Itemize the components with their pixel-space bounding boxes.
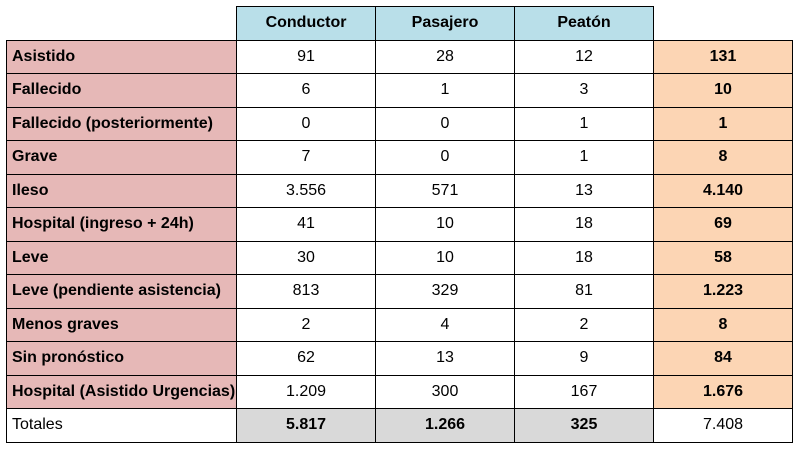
cell-conductor[interactable]: 1.209 (236, 374, 376, 409)
cell-conductor[interactable]: 813 (236, 274, 376, 309)
cell-peaton[interactable]: 13 (514, 173, 654, 208)
cell-pasajero[interactable]: 1 (375, 73, 515, 108)
table-row: Leve (pendiente asistencia) 813 329 81 1… (6, 274, 793, 309)
row-label[interactable]: Leve (pendiente asistencia) (6, 274, 237, 309)
cell-pasajero[interactable]: 28 (375, 39, 515, 74)
cell-row-total[interactable]: 8 (653, 307, 793, 342)
cell-row-total[interactable]: 10 (653, 73, 793, 108)
cell-conductor[interactable]: 2 (236, 307, 376, 342)
row-label[interactable]: Hospital (Asistido Urgencias) (6, 374, 237, 409)
cell-pasajero[interactable]: 10 (375, 240, 515, 275)
row-label[interactable]: Menos graves (6, 307, 237, 342)
cell-peaton[interactable]: 18 (514, 207, 654, 242)
cell-peaton[interactable]: 18 (514, 240, 654, 275)
row-label[interactable]: Sin pronóstico (6, 341, 237, 376)
table-row: Leve 30 10 18 58 (6, 240, 793, 275)
corner-cell (7, 7, 237, 41)
cell-peaton[interactable]: 1 (514, 106, 654, 141)
cell-peaton[interactable]: 9 (514, 341, 654, 376)
table-row: Ileso 3.556 571 13 4.140 (6, 173, 793, 208)
cell-row-total[interactable]: 69 (653, 207, 793, 242)
cell-pasajero[interactable]: 571 (375, 173, 515, 208)
table-row: Asistido 91 28 12 131 (6, 39, 793, 74)
table-row: Sin pronóstico 62 13 9 84 (6, 341, 793, 376)
cell-pasajero[interactable]: 13 (375, 341, 515, 376)
row-label[interactable]: Ileso (6, 173, 237, 208)
cell-row-total[interactable]: 8 (653, 140, 793, 175)
cell-pasajero[interactable]: 0 (375, 106, 515, 141)
cell-conductor[interactable]: 6 (236, 73, 376, 108)
row-label[interactable]: Fallecido (posteriormente) (6, 106, 237, 141)
cell-peaton[interactable]: 167 (514, 374, 654, 409)
cell-conductor[interactable]: 30 (236, 240, 376, 275)
totals-label[interactable]: Totales (6, 408, 237, 443)
cell-row-total[interactable]: 1.676 (653, 374, 793, 409)
total-pasajero[interactable]: 1.266 (375, 408, 515, 443)
row-label[interactable]: Hospital (ingreso + 24h) (6, 207, 237, 242)
header-cell-pasajero[interactable]: Pasajero (375, 6, 515, 41)
cell-row-total[interactable]: 84 (653, 341, 793, 376)
totals-row: Totales 5.817 1.266 325 7.408 (6, 408, 793, 443)
cell-pasajero[interactable]: 10 (375, 207, 515, 242)
cell-pasajero[interactable]: 329 (375, 274, 515, 309)
cell-peaton[interactable]: 1 (514, 140, 654, 175)
header-cell-total-empty (654, 7, 793, 41)
cell-pasajero[interactable]: 300 (375, 374, 515, 409)
cell-conductor[interactable]: 91 (236, 39, 376, 74)
cell-row-total[interactable]: 58 (653, 240, 793, 275)
table-row: Hospital (ingreso + 24h) 41 10 18 69 (6, 207, 793, 242)
table-row: Fallecido 6 1 3 10 (6, 73, 793, 108)
cell-row-total[interactable]: 131 (653, 39, 793, 74)
table-row: Menos graves 2 4 2 8 (6, 307, 793, 342)
total-peaton[interactable]: 325 (514, 408, 654, 443)
cell-pasajero[interactable]: 4 (375, 307, 515, 342)
row-label[interactable]: Asistido (6, 39, 237, 74)
cell-peaton[interactable]: 3 (514, 73, 654, 108)
header-cell-peaton[interactable]: Peatón (514, 6, 654, 41)
table-row: Grave 7 0 1 8 (6, 140, 793, 175)
row-label[interactable]: Leve (6, 240, 237, 275)
cell-row-total[interactable]: 1.223 (653, 274, 793, 309)
cell-row-total[interactable]: 4.140 (653, 173, 793, 208)
total-conductor[interactable]: 5.817 (236, 408, 376, 443)
cell-conductor[interactable]: 7 (236, 140, 376, 175)
cell-peaton[interactable]: 12 (514, 39, 654, 74)
table-row: Fallecido (posteriormente) 0 0 1 1 (6, 106, 793, 141)
cell-pasajero[interactable]: 0 (375, 140, 515, 175)
cell-conductor[interactable]: 62 (236, 341, 376, 376)
cell-peaton[interactable]: 81 (514, 274, 654, 309)
cell-conductor[interactable]: 41 (236, 207, 376, 242)
cell-row-total[interactable]: 1 (653, 106, 793, 141)
row-label[interactable]: Grave (6, 140, 237, 175)
cell-conductor[interactable]: 3.556 (236, 173, 376, 208)
row-label[interactable]: Fallecido (6, 73, 237, 108)
cell-peaton[interactable]: 2 (514, 307, 654, 342)
grand-total[interactable]: 7.408 (653, 408, 793, 443)
injury-table: Conductor Pasajero Peatón Asistido 91 28… (6, 6, 793, 443)
header-cell-conductor[interactable]: Conductor (236, 6, 376, 41)
header-row: Conductor Pasajero Peatón (7, 6, 793, 41)
cell-conductor[interactable]: 0 (236, 106, 376, 141)
table-row: Hospital (Asistido Urgencias) 1.209 300 … (6, 374, 793, 409)
